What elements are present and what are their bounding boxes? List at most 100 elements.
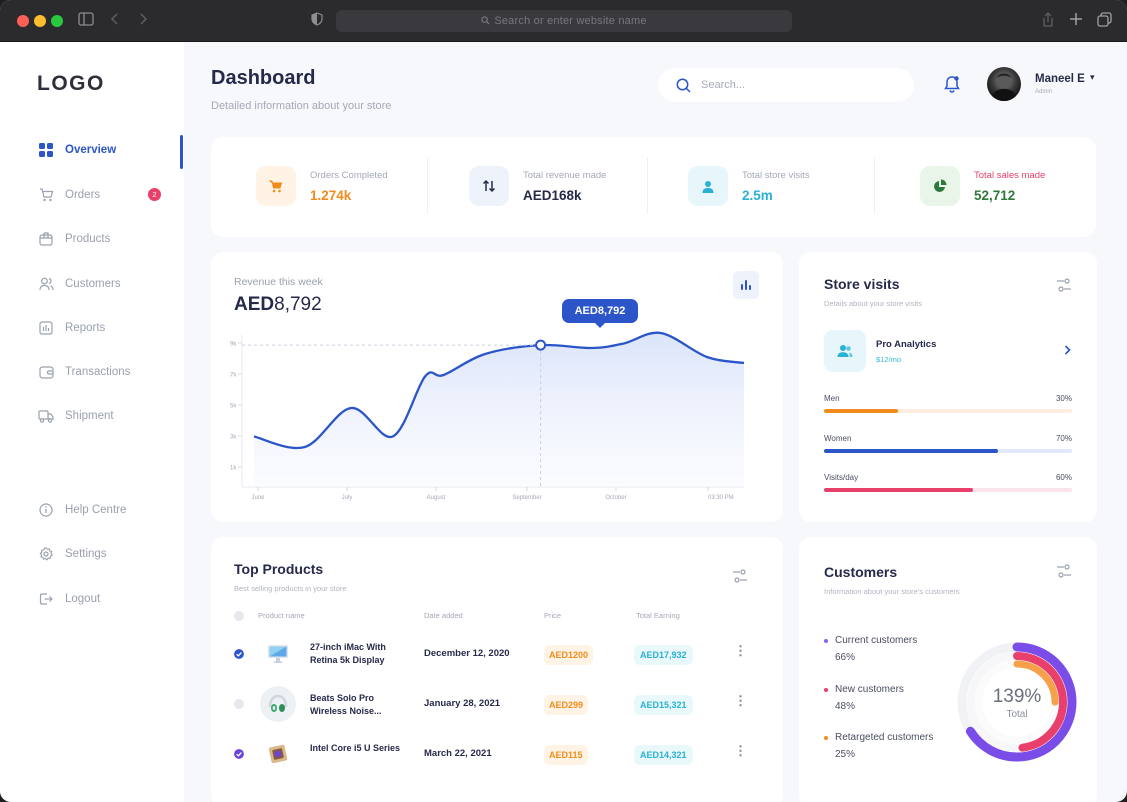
chart-type-button[interactable]	[733, 271, 759, 299]
active-indicator	[180, 135, 183, 169]
legend-new-customers: New customers 48%	[824, 684, 904, 712]
user-name[interactable]: Maneel E	[1035, 73, 1085, 85]
filter-icon[interactable]	[1056, 564, 1072, 578]
sidebar-item-overview[interactable]: Overview	[38, 139, 116, 161]
product-name[interactable]: Beats Solo Pro Wireless Noise...	[310, 693, 382, 716]
column-header-price[interactable]: Price	[544, 611, 562, 620]
forward-arrow-icon[interactable]	[138, 12, 148, 26]
info-icon	[38, 502, 54, 518]
search-icon	[676, 78, 691, 93]
sidebar-item-transactions[interactable]: Transactions	[38, 361, 130, 383]
pro-analytics-item[interactable]: Pro Analytics $12/mo	[824, 329, 1072, 373]
x-tick-label: July	[342, 495, 353, 501]
x-tick-label: June	[251, 495, 265, 501]
stat-value: 1.274k	[310, 187, 352, 203]
stat-label: Total store visits	[742, 169, 810, 181]
share-icon[interactable]	[1041, 12, 1055, 28]
more-options-icon[interactable]: ⋮	[734, 693, 747, 708]
legend-dot	[824, 687, 828, 692]
sidebar-item-logout[interactable]: Logout	[38, 588, 100, 610]
more-options-icon[interactable]: ⋮	[734, 643, 747, 658]
wallet-icon	[38, 364, 54, 380]
more-options-icon[interactable]: ⋮	[734, 743, 747, 758]
shield-icon[interactable]	[311, 12, 323, 26]
back-arrow-icon[interactable]	[110, 12, 120, 26]
highlight-point[interactable]	[535, 339, 547, 351]
progress-fill-men	[824, 409, 899, 413]
sidebar-item-settings[interactable]: Settings	[38, 543, 107, 565]
notification-bell-icon[interactable]	[942, 74, 962, 94]
y-tick-label: 3k	[230, 435, 237, 441]
product-date: December 12, 2020	[424, 648, 510, 659]
chevron-down-icon[interactable]: ▾	[1090, 72, 1095, 82]
imac-icon	[260, 636, 296, 672]
sidebar-item-label: Overview	[65, 144, 117, 156]
customers-subtitle: Information about your store's customers	[824, 587, 960, 596]
sidebar-item-help-centre[interactable]: Help Centre	[38, 499, 126, 521]
row-checkbox[interactable]	[234, 699, 244, 709]
filter-icon[interactable]	[732, 569, 748, 583]
filter-icon[interactable]	[1056, 278, 1072, 292]
minimize-window-button[interactable]	[34, 15, 46, 27]
product-name[interactable]: Intel Core i5 U Series	[310, 743, 401, 753]
x-tick-label: September	[512, 495, 541, 501]
product-date: March 22, 2021	[424, 748, 492, 759]
column-header-product[interactable]: Product name	[258, 611, 305, 620]
close-window-button[interactable]	[17, 15, 29, 27]
stat-total-sales: Total sales made 52,712	[920, 166, 1045, 206]
search-bar[interactable]	[658, 68, 914, 102]
store-visits-subtitle: Details about your store visits	[824, 299, 922, 308]
row-checkbox[interactable]	[234, 749, 244, 759]
tab-overview-icon[interactable]	[1097, 12, 1112, 27]
avatar[interactable]	[987, 67, 1021, 101]
top-products-subtitle: Best selling products in your store	[234, 584, 347, 593]
sidebar-item-customers[interactable]: Customers	[38, 273, 121, 295]
stat-label: Total revenue made	[523, 169, 607, 181]
sidebar-item-label: Logout	[65, 593, 101, 605]
legend-label: New customers	[835, 684, 904, 695]
top-products-title: Top Products	[234, 561, 324, 577]
address-bar[interactable]: Search or enter website name	[336, 10, 792, 32]
divider	[427, 158, 428, 214]
column-header-earning[interactable]: Total Earning	[636, 611, 680, 620]
stat-orders-completed: Orders Completed 1.274k	[256, 166, 388, 206]
new-tab-icon[interactable]	[1069, 12, 1083, 26]
users-icon	[38, 276, 54, 292]
chart-tooltip: AED8,792	[562, 299, 638, 328]
bar-label-women: Women	[824, 434, 852, 443]
search-icon	[481, 16, 490, 25]
product-earning: AED14,321	[634, 745, 693, 765]
sidebar-item-label: Products	[65, 233, 111, 245]
sidebar-item-label: Settings	[65, 548, 107, 560]
legend-dot	[824, 735, 828, 740]
column-header-date[interactable]: Date added	[424, 611, 463, 620]
progress-fill-visits	[824, 488, 973, 492]
legend-label: Retargeted customers	[835, 732, 934, 743]
bar-value-visits: 60%	[1055, 473, 1072, 482]
select-all-checkbox[interactable]	[234, 611, 244, 621]
sidebar-item-products[interactable]: Products	[38, 228, 110, 250]
maximize-window-button[interactable]	[51, 15, 63, 27]
product-earning: AED15,321	[634, 695, 693, 715]
revenue-currency: AED	[234, 294, 275, 315]
logout-icon	[38, 591, 54, 607]
progress-fill-women	[824, 449, 998, 453]
plan-price: $12/mo	[876, 354, 902, 364]
product-name[interactable]: 27-inch iMac With Retina 5k Display	[310, 642, 386, 665]
sidebar-toggle-icon[interactable]	[78, 12, 94, 26]
donut-center-label: 139% Total	[955, 686, 1079, 720]
sidebar-item-reports[interactable]: Reports	[38, 317, 105, 339]
legend-retargeted-customers: Retargeted customers 25%	[824, 732, 933, 760]
sidebar-item-orders[interactable]: Orders	[38, 184, 100, 206]
address-bar-placeholder: Search or enter website name	[494, 15, 647, 27]
plan-name: Pro Analytics	[876, 338, 937, 350]
sidebar-item-shipment[interactable]: Shipment	[38, 405, 114, 427]
search-input[interactable]	[701, 79, 881, 91]
legend-current-customers: Current customers 66%	[824, 635, 917, 663]
row-checkbox[interactable]	[234, 649, 244, 659]
bar-label-visits: Visits/day	[824, 473, 859, 482]
chevron-right-icon[interactable]	[1064, 345, 1071, 355]
bar-value-men: 30%	[1055, 394, 1072, 403]
progress-bar-women	[824, 449, 1072, 453]
